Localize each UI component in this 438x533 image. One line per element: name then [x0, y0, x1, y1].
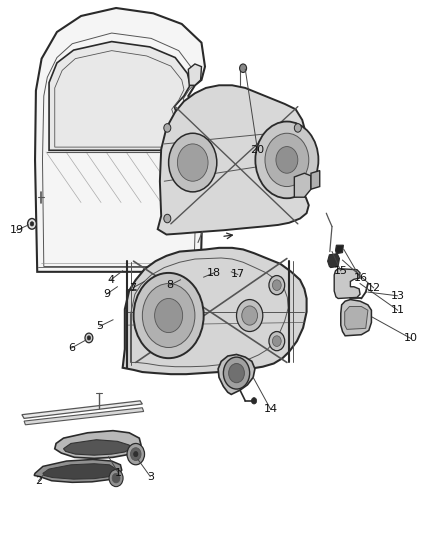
Circle shape	[251, 398, 257, 404]
Text: 18: 18	[207, 268, 221, 278]
Circle shape	[272, 280, 281, 290]
Text: 17: 17	[231, 270, 245, 279]
Polygon shape	[294, 173, 311, 197]
Circle shape	[169, 133, 217, 192]
Polygon shape	[345, 306, 368, 329]
Polygon shape	[22, 401, 142, 418]
Circle shape	[276, 147, 298, 173]
Text: 12: 12	[367, 283, 381, 293]
Circle shape	[223, 357, 250, 389]
Text: 16: 16	[353, 273, 367, 283]
Text: 19: 19	[10, 225, 24, 235]
Polygon shape	[49, 42, 190, 150]
Circle shape	[242, 306, 258, 325]
Circle shape	[28, 219, 36, 229]
Text: 7: 7	[129, 283, 136, 293]
Circle shape	[134, 451, 138, 457]
Polygon shape	[64, 440, 131, 455]
Circle shape	[272, 336, 281, 346]
Circle shape	[155, 298, 183, 333]
Polygon shape	[334, 269, 360, 298]
Circle shape	[109, 470, 123, 487]
Text: 6: 6	[68, 343, 75, 353]
Circle shape	[269, 276, 285, 295]
Circle shape	[30, 222, 34, 226]
Circle shape	[237, 300, 263, 332]
Polygon shape	[341, 300, 371, 336]
Text: 9: 9	[103, 289, 110, 299]
Circle shape	[87, 336, 91, 340]
Polygon shape	[123, 248, 307, 374]
Polygon shape	[35, 8, 205, 272]
Circle shape	[127, 443, 145, 465]
Text: 3: 3	[147, 472, 154, 481]
Circle shape	[255, 122, 318, 198]
Circle shape	[164, 214, 171, 223]
Polygon shape	[311, 171, 320, 189]
Circle shape	[112, 473, 120, 483]
Polygon shape	[158, 85, 309, 235]
Polygon shape	[188, 64, 201, 85]
Circle shape	[240, 64, 247, 72]
Text: 11: 11	[391, 305, 405, 315]
Polygon shape	[24, 408, 144, 425]
Circle shape	[265, 133, 309, 187]
Text: 4: 4	[107, 275, 114, 285]
Circle shape	[164, 124, 171, 132]
Polygon shape	[328, 254, 339, 268]
Circle shape	[131, 448, 141, 461]
Circle shape	[85, 333, 93, 343]
Polygon shape	[336, 245, 343, 254]
Text: 13: 13	[391, 291, 405, 301]
Polygon shape	[34, 459, 122, 482]
Circle shape	[269, 332, 285, 351]
Text: 2: 2	[35, 476, 42, 486]
Text: 10: 10	[404, 334, 418, 343]
Circle shape	[134, 273, 204, 358]
Polygon shape	[55, 431, 141, 458]
Text: 14: 14	[264, 405, 278, 414]
Circle shape	[142, 284, 195, 348]
Text: 15: 15	[334, 266, 348, 276]
Text: 1: 1	[115, 468, 122, 478]
Circle shape	[294, 124, 301, 132]
Circle shape	[177, 144, 208, 181]
Circle shape	[229, 364, 244, 383]
Text: 5: 5	[96, 321, 103, 331]
Text: 20: 20	[251, 146, 265, 155]
Polygon shape	[218, 354, 255, 394]
Text: 8: 8	[166, 280, 173, 290]
Polygon shape	[43, 464, 116, 479]
